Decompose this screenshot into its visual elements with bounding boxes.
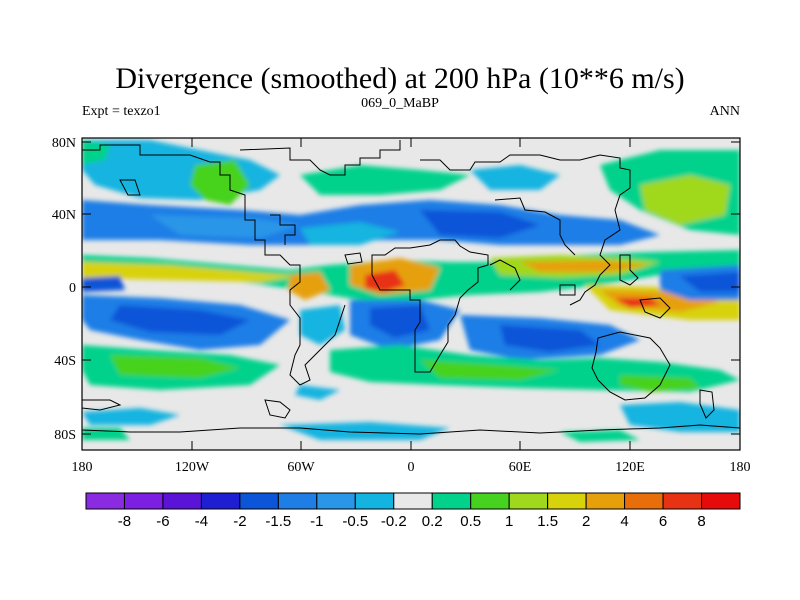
colorbar-label: -0.5 [342, 513, 368, 530]
lat-label-0: 0 [69, 281, 76, 296]
colorbar-label: -4 [195, 513, 208, 530]
colorbar-label: 2 [582, 513, 590, 530]
lon-label-120w: 120W [175, 460, 210, 475]
colorbar-swatch [239, 492, 279, 510]
lon-label-180w: 180 [72, 460, 93, 475]
colorbar-swatch [85, 492, 125, 510]
colorbar-label: 8 [697, 513, 705, 530]
colorbar-label: 0.5 [460, 513, 481, 530]
coastlines [82, 140, 740, 435]
colorbar-label: 0.2 [422, 513, 443, 530]
time-label: 069_0_MaBP [361, 96, 439, 111]
colorbar-swatch [508, 492, 549, 510]
divergence-map [82, 138, 740, 450]
colorbar-label: -8 [118, 513, 131, 530]
colorbar-swatch [393, 492, 433, 510]
colorbar-swatch [123, 492, 164, 510]
colorbar-label: -0.2 [381, 513, 407, 530]
colorbar-swatch [547, 492, 587, 510]
colorbar: -8 -6 -4 -2 -1.5 -1 -0.5 -0.2 0.2 0.5 1 1.5 2 4 6 8 [85, 492, 741, 530]
colorbar-label: -2 [233, 513, 246, 530]
lat-ticks [82, 141, 740, 435]
season-label: ANN [709, 104, 740, 119]
colorbar-swatch [662, 492, 703, 510]
colorbar-swatch [701, 492, 741, 510]
colorbar-swatch [624, 492, 664, 510]
lon-ticks [81, 138, 741, 450]
colorbar-label: 6 [659, 513, 667, 530]
colorbar-swatch [277, 492, 318, 510]
experiment-label: Expt = texzo1 [82, 104, 161, 119]
colorbar-swatch [354, 492, 395, 510]
lon-label-0: 0 [408, 460, 415, 475]
colorbar-label: -6 [156, 513, 169, 530]
lat-label-40n: 40N [52, 208, 76, 223]
lat-label-80n: 80N [52, 136, 76, 151]
colorbar-label: 1.5 [537, 513, 558, 530]
colorbar-swatch [585, 492, 626, 510]
lon-label-60e: 60E [509, 460, 532, 475]
colorbar-swatch [200, 492, 241, 510]
colorbar-label: -1 [310, 513, 323, 530]
colorbar-swatch [162, 492, 202, 510]
colorbar-label: 4 [620, 513, 628, 530]
lon-label-60w: 60W [287, 460, 315, 475]
colorbar-label: 1 [505, 513, 513, 530]
colorbar-swatch [316, 492, 356, 510]
colorbar-swatch [431, 492, 472, 510]
colorbar-swatch [470, 492, 510, 510]
lon-label-180e: 180 [730, 460, 751, 475]
lon-label-120e: 120E [615, 460, 645, 475]
lat-label-80s: 80S [54, 428, 76, 443]
plot-title: Divergence (smoothed) at 200 hPa (10**6 … [115, 62, 685, 95]
lat-label-40s: 40S [54, 354, 76, 369]
colorbar-label: -1.5 [265, 513, 291, 530]
